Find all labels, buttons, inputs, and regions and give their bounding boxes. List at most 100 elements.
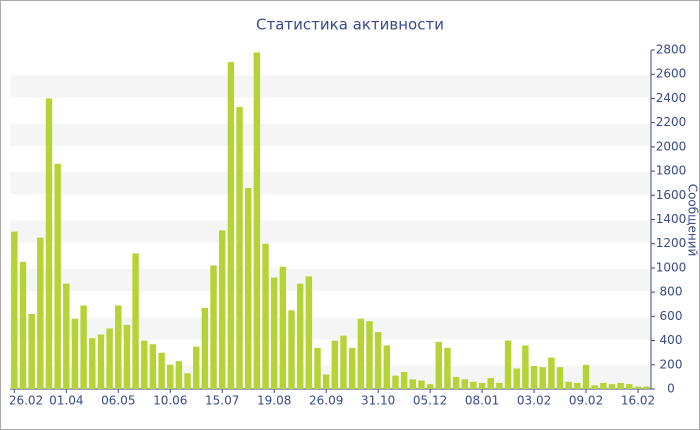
bar (227, 62, 235, 389)
bar (478, 382, 486, 389)
y-tick-label: 1800 (656, 164, 687, 178)
bar (262, 243, 269, 389)
grid-band (10, 220, 651, 243)
grid-band (10, 365, 651, 388)
x-tick-label: 01.04 (49, 394, 83, 408)
y-tick-label: 1600 (656, 188, 687, 202)
bar (193, 346, 200, 389)
bar (530, 365, 538, 389)
y-tick-label: 200 (660, 357, 683, 371)
bar (80, 305, 87, 389)
bar (54, 163, 61, 389)
x-tick-label: 26.09 (309, 394, 343, 408)
bar (366, 321, 373, 389)
bar (565, 381, 572, 389)
bar (409, 379, 416, 389)
bar (504, 340, 512, 389)
x-tick-label: 03.02 (517, 394, 551, 408)
bar (392, 375, 399, 389)
bar (487, 378, 494, 389)
bar (643, 386, 650, 389)
bar (626, 384, 633, 389)
bar (210, 265, 217, 389)
y-tick-label: 0 (667, 382, 675, 396)
bar (383, 345, 391, 389)
bar (167, 364, 174, 389)
y-tick-label: 1400 (656, 212, 687, 226)
bar (340, 335, 347, 389)
bar (496, 382, 503, 389)
bar (11, 231, 18, 389)
bar (106, 328, 113, 389)
bar (548, 357, 555, 389)
bar (141, 340, 148, 389)
grid-band (10, 172, 651, 195)
bar (634, 386, 642, 389)
bar (253, 52, 261, 390)
bar (37, 237, 44, 389)
bar (305, 276, 313, 389)
bar (63, 283, 70, 389)
x-tick-label: 10.06 (153, 394, 187, 408)
y-tick-label: 2800 (656, 43, 687, 57)
bar (461, 379, 468, 389)
grid-band (10, 317, 651, 340)
bar (574, 382, 581, 389)
bar (245, 188, 252, 389)
y-tick-label: 1200 (656, 236, 687, 250)
y-tick-label: 600 (660, 309, 683, 323)
x-tick-label: 16.02 (621, 394, 655, 408)
x-tick-label: 05.12 (413, 394, 447, 408)
y-tick-label: 1000 (656, 260, 687, 274)
y-tick-label: 2400 (656, 91, 687, 105)
x-tick-label: 08.01 (465, 394, 499, 408)
bar (236, 106, 243, 390)
bar (600, 382, 607, 389)
bar (314, 347, 321, 389)
x-tick-label: 26.02 (9, 394, 43, 408)
bar (539, 367, 546, 389)
bar (556, 367, 564, 389)
bar (435, 341, 442, 389)
bar (279, 266, 287, 389)
bar (132, 253, 139, 389)
bar (296, 283, 304, 389)
y-tick-label: 2200 (656, 115, 687, 129)
grid-band (10, 123, 651, 146)
chart-title: Статистика активности (256, 16, 444, 34)
bar (452, 376, 460, 389)
bar (19, 261, 27, 389)
bar (97, 334, 105, 389)
bar (357, 318, 365, 389)
bar (470, 381, 477, 389)
bar (608, 384, 616, 389)
bar (158, 352, 165, 389)
bar (270, 277, 278, 389)
grid-band (10, 268, 651, 292)
y-axis-label: Сообщений (686, 184, 700, 257)
bar (617, 382, 624, 389)
bar (28, 313, 35, 389)
bar (400, 372, 408, 389)
bar (288, 310, 295, 389)
bar (219, 230, 226, 389)
bar (591, 385, 598, 389)
bar (513, 368, 520, 389)
y-tick-label: 2000 (656, 139, 687, 153)
x-tick-label: 15.07 (205, 394, 239, 408)
x-tick-label: 09.02 (569, 394, 603, 408)
y-tick-label: 800 (660, 285, 683, 299)
y-tick-label: 400 (660, 333, 683, 347)
bar (374, 332, 382, 389)
bar (331, 340, 339, 389)
bar (418, 380, 425, 389)
bar (322, 374, 330, 389)
bar (115, 305, 122, 389)
bar (89, 338, 96, 389)
x-tick-label: 31.10 (361, 394, 395, 408)
bar (522, 345, 529, 389)
x-tick-label: 19.08 (257, 394, 291, 408)
bar (426, 384, 434, 389)
bar (348, 347, 356, 389)
bar (149, 344, 157, 389)
